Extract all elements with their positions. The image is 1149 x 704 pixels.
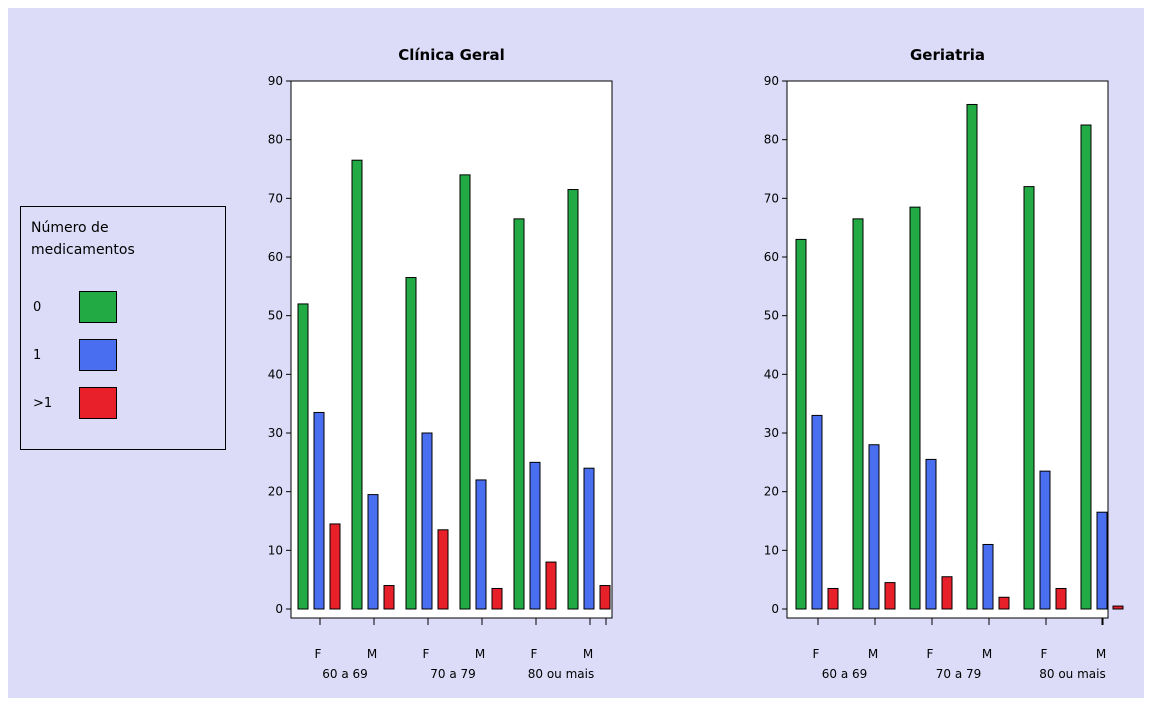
y-tick-label-0-2: 20 (268, 485, 283, 499)
bar-1-0-0 (795, 238, 807, 610)
x-tick-label-1-1: M (868, 647, 878, 661)
bar-1-3-1 (982, 543, 994, 610)
bar-1-4-2 (1055, 587, 1067, 610)
x-tick-label-0-3: M (475, 647, 485, 661)
x-tick-label-1-0: F (813, 647, 820, 661)
y-tick-label-0-3: 30 (268, 426, 283, 440)
bar-1-1-2 (884, 582, 896, 610)
bar-1-3-2 (998, 596, 1010, 610)
bar-0-5-2 (599, 585, 611, 610)
legend-swatch-1 (79, 339, 117, 371)
y-tick-label-1-6: 60 (764, 250, 779, 264)
group-label-0-2: 80 ou mais (528, 667, 594, 681)
y-tick-label-0-9: 90 (268, 74, 283, 88)
bar-1-3-0 (966, 103, 978, 610)
legend-item-1: 1 (21, 339, 225, 375)
y-tick-label-1-7: 70 (764, 191, 779, 205)
bar-0-4-2 (545, 561, 557, 610)
y-tick-label-0-1: 10 (268, 543, 283, 557)
group-label-0-1: 70 a 79 (430, 667, 476, 681)
legend-label-1: 1 (33, 348, 42, 363)
y-tick-label-1-5: 50 (764, 309, 779, 323)
chart-title-1: Geriatria (910, 46, 985, 64)
bar-1-4-0 (1023, 186, 1035, 610)
bar-1-5-1 (1096, 511, 1108, 610)
group-label-1-0: 60 a 69 (822, 667, 868, 681)
x-tick-label-0-4: F (531, 647, 538, 661)
group-label-0-0: 60 a 69 (322, 667, 368, 681)
bar-0-3-1 (475, 479, 487, 610)
bar-0-1-2 (383, 585, 395, 610)
y-tick-label-1-0: 0 (771, 602, 779, 616)
bar-0-0-1 (313, 411, 325, 610)
bar-0-4-1 (529, 461, 541, 610)
y-tick-label-1-1: 10 (764, 543, 779, 557)
legend-item-2: >1 (21, 387, 225, 423)
bar-0-5-0 (567, 189, 579, 610)
bar-0-2-2 (437, 529, 449, 610)
bar-0-2-0 (405, 277, 417, 610)
legend-item-0: 0 (21, 291, 225, 327)
bar-1-0-1 (811, 414, 823, 610)
y-tick-label-0-7: 70 (268, 191, 283, 205)
group-label-1-1: 70 a 79 (936, 667, 982, 681)
x-tick-label-0-2: F (423, 647, 430, 661)
bar-1-1-0 (852, 218, 864, 610)
x-tick-label-0-5: M (583, 647, 593, 661)
bar-0-0-2 (329, 523, 341, 610)
x-tick-label-0-0: F (315, 647, 322, 661)
legend-swatch-2 (79, 387, 117, 419)
chart-clinica-geral: Clínica Geral 0 10 20 30 40 50 60 70 80 90 F M F M F M 60… (268, 46, 613, 681)
bar-0-3-2 (491, 587, 503, 610)
legend: Número de medicamentos 0 1 >1 (20, 206, 226, 450)
y-tick-label-1-3: 30 (764, 426, 779, 440)
y-tick-label-0-0: 0 (275, 602, 283, 616)
x-tick-label-1-5: M (1096, 647, 1106, 661)
bar-0-3-0 (459, 174, 471, 610)
legend-label-0: 0 (33, 300, 42, 315)
y-tick-label-0-4: 40 (268, 367, 283, 381)
bar-1-4-1 (1039, 470, 1051, 610)
bar-1-1-1 (868, 444, 880, 610)
bar-0-0-0 (297, 303, 309, 610)
bar-1-5-2 (1112, 605, 1124, 610)
legend-swatch-0 (79, 291, 117, 323)
y-tick-label-1-9: 90 (764, 74, 779, 88)
x-tick-label-0-1: M (367, 647, 377, 661)
legend-title: Número de medicamentos (31, 220, 135, 258)
bar-0-2-1 (421, 432, 433, 610)
bar-1-5-0 (1080, 124, 1092, 610)
x-tick-label-1-3: M (982, 647, 992, 661)
plot-area-0 (290, 80, 613, 619)
bar-1-2-1 (925, 458, 937, 610)
y-tick-label-0-8: 80 (268, 133, 283, 147)
bar-0-1-1 (367, 494, 379, 610)
bar-1-2-0 (909, 206, 921, 610)
x-tick-label-1-2: F (927, 647, 934, 661)
bar-0-4-0 (513, 218, 525, 610)
y-tick-label-0-6: 60 (268, 250, 283, 264)
y-tick-label-1-4: 40 (764, 367, 779, 381)
bar-0-5-1 (583, 467, 595, 610)
group-label-1-2: 80 ou mais (1039, 667, 1105, 681)
legend-label-2: >1 (33, 396, 53, 411)
chart-title-0: Clínica Geral (398, 46, 505, 64)
y-tick-label-1-8: 80 (764, 133, 779, 147)
bar-0-1-0 (351, 159, 363, 610)
chart-canvas: Número de medicamentos 0 1 >1 Clínica Ge… (8, 8, 1144, 698)
y-tick-label-1-2: 20 (764, 485, 779, 499)
bar-1-2-2 (941, 576, 953, 610)
x-tick-label-1-4: F (1041, 647, 1048, 661)
y-tick-label-0-5: 50 (268, 309, 283, 323)
bar-1-0-2 (827, 587, 839, 610)
plot-area-1 (786, 80, 1109, 619)
